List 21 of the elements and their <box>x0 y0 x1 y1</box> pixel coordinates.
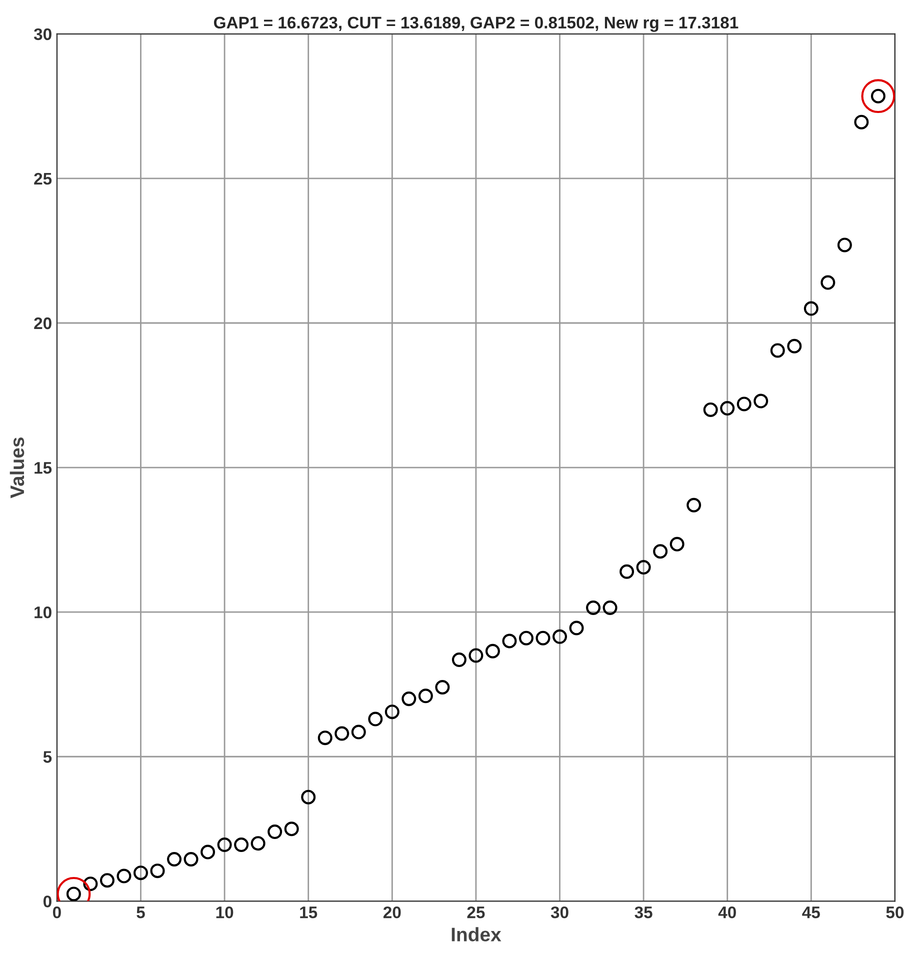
x-tick-label: 0 <box>52 906 61 918</box>
y-tick-label: 30 <box>34 28 52 40</box>
x-tick-label: 50 <box>886 906 904 918</box>
y-tick-label: 15 <box>34 462 52 474</box>
y-tick-label: 25 <box>34 172 52 185</box>
x-tick-label: 45 <box>802 906 820 918</box>
x-tick-label: 20 <box>383 906 401 918</box>
x-tick-label: 35 <box>634 906 652 918</box>
y-tick-label: 20 <box>34 317 52 330</box>
x-tick-label: 25 <box>467 906 485 918</box>
y-tick-label: 5 <box>43 751 52 763</box>
y-axis-title: Values <box>10 438 24 498</box>
chart-title: GAP1 = 16.6723, CUT = 13.6189, GAP2 = 0.81502, New rg = 17.3181 <box>214 16 738 32</box>
x-tick-label: 5 <box>136 906 145 918</box>
x-tick-label: 40 <box>718 906 736 918</box>
x-tick-label: 15 <box>300 906 318 918</box>
x-axis-title: Index <box>452 927 502 942</box>
x-tick-label: 10 <box>216 906 234 918</box>
y-tick-label: 0 <box>43 896 52 908</box>
x-tick-label: 30 <box>550 906 568 918</box>
y-tick-label: 10 <box>34 606 52 618</box>
